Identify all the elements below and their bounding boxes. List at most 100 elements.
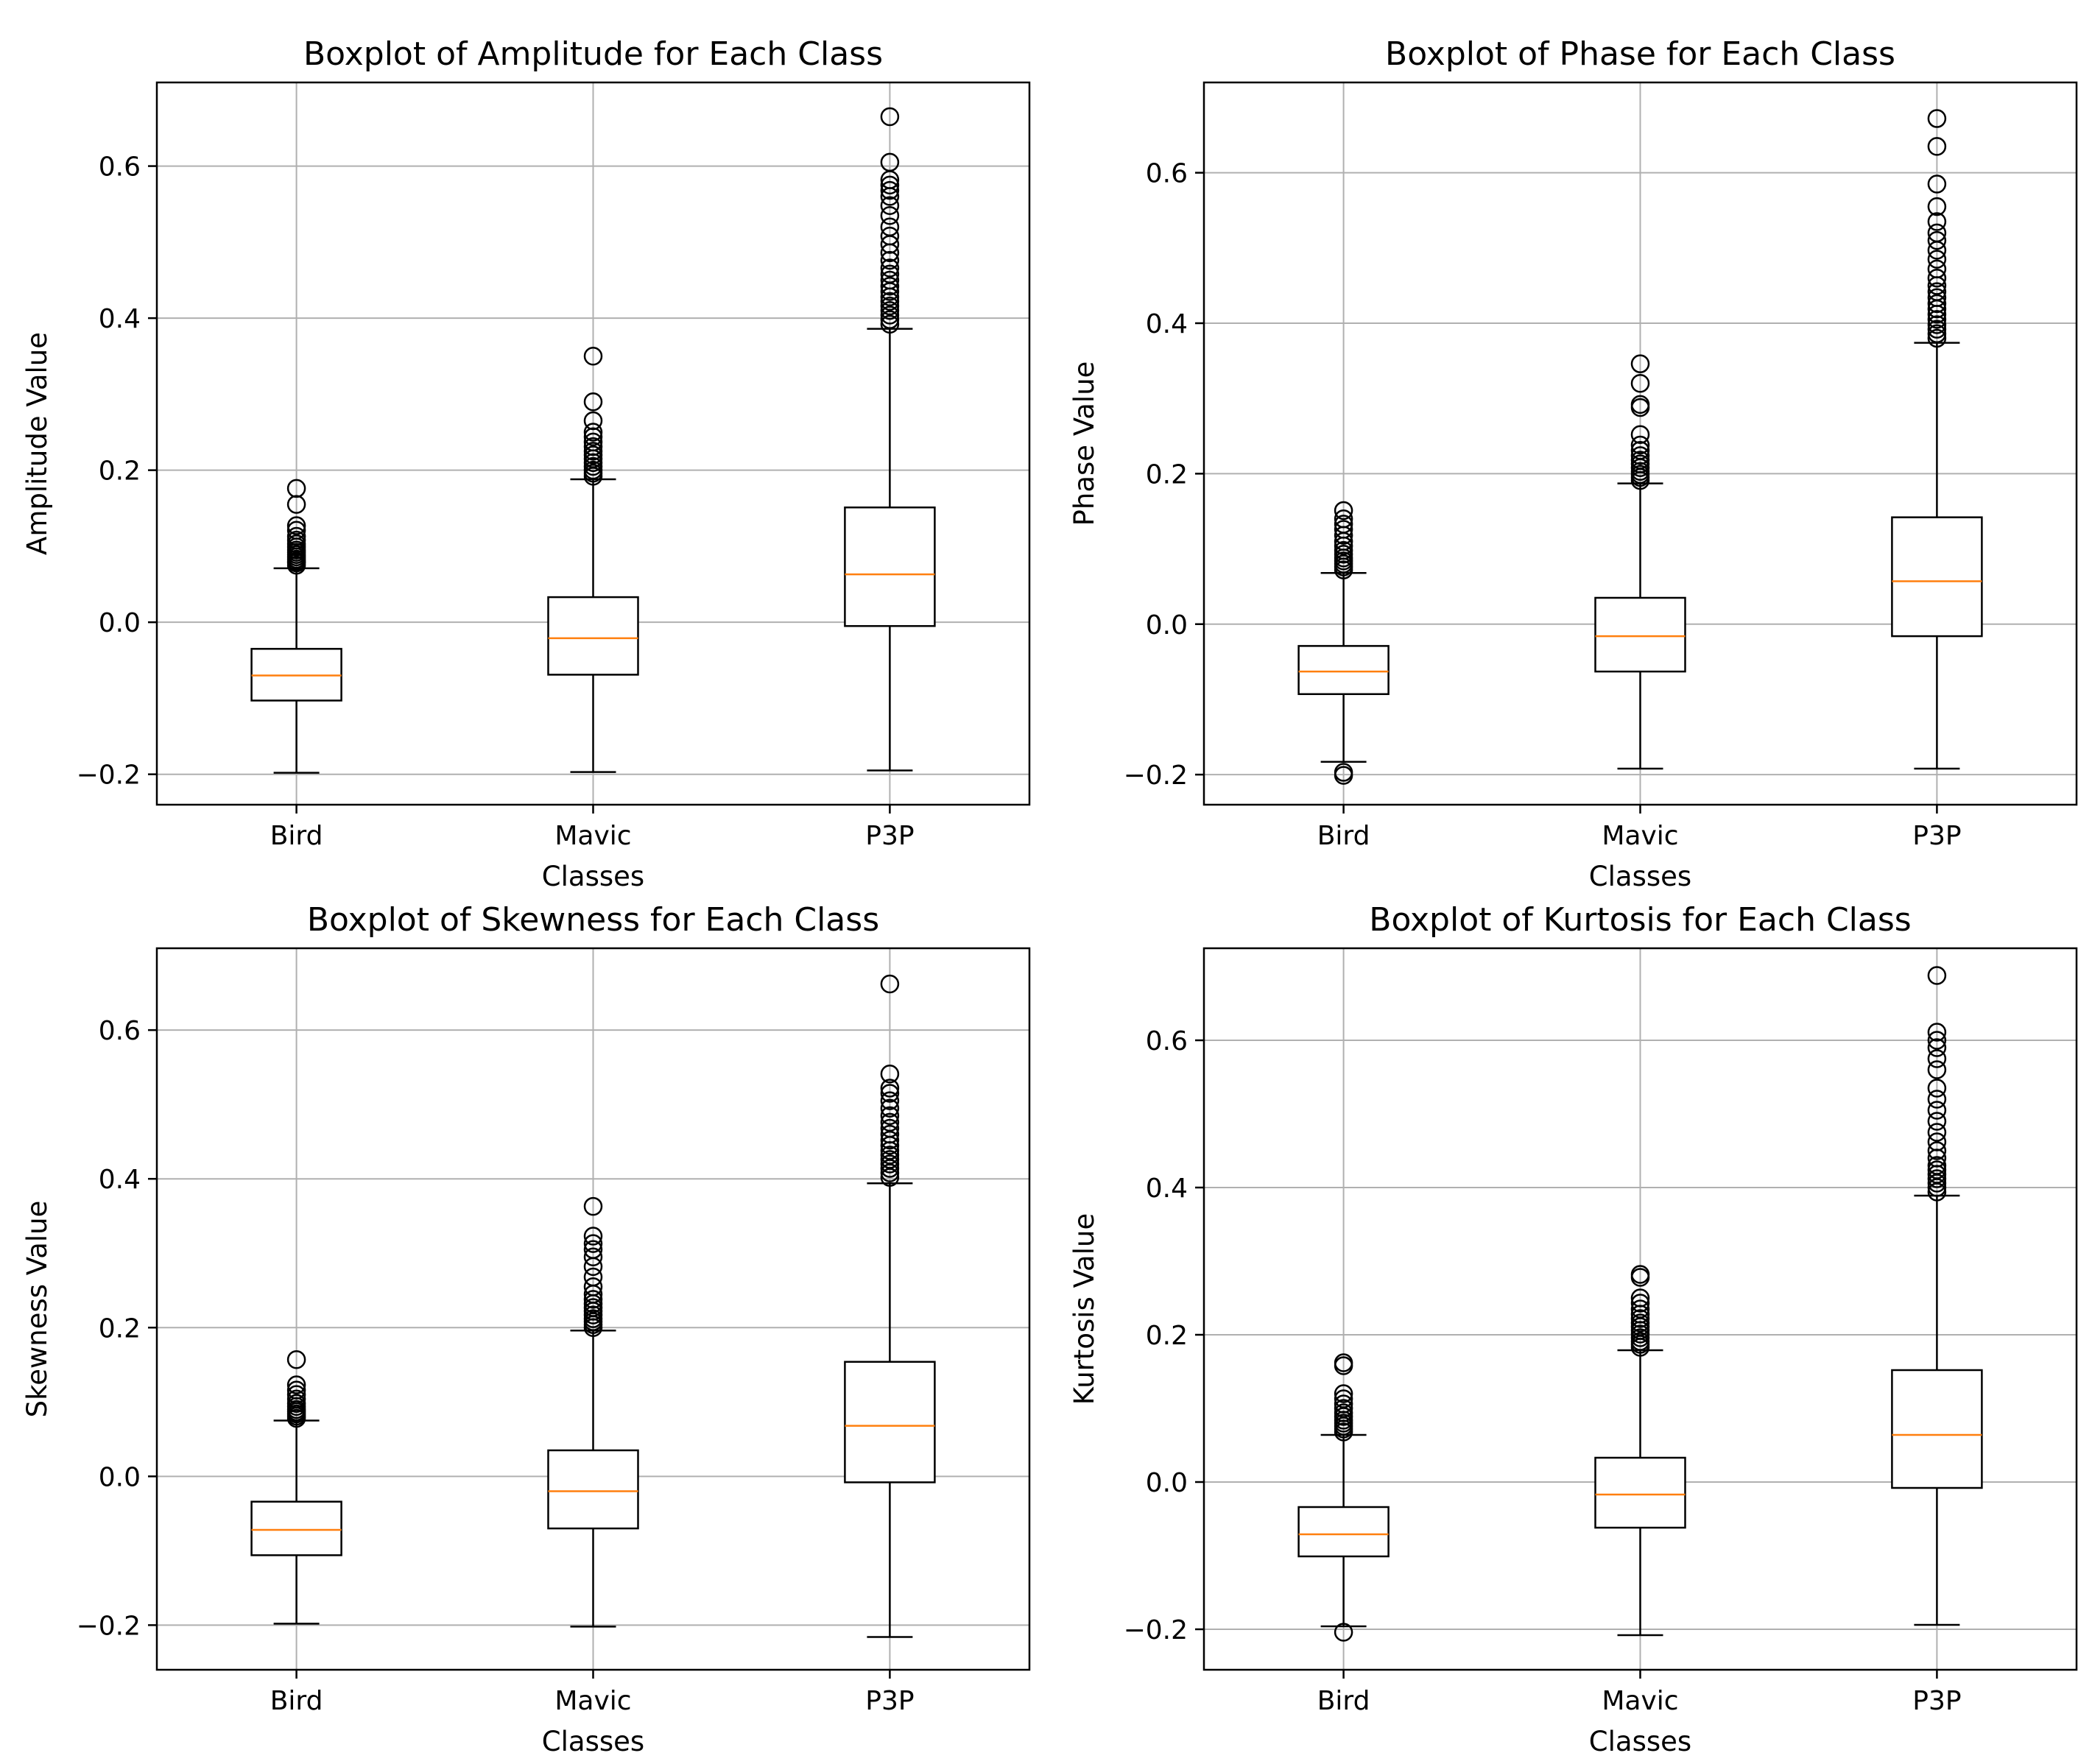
outlier-point — [1630, 425, 1650, 444]
outlier-point — [880, 1118, 900, 1138]
outlier-point — [880, 217, 900, 236]
outlier-point — [1630, 395, 1650, 414]
outlier-point — [1630, 440, 1650, 460]
outlier-point — [1927, 1023, 1947, 1042]
outlier-point — [286, 1380, 306, 1400]
outlier-point — [880, 196, 900, 216]
outlier-point — [1927, 137, 1947, 156]
iqr-box — [1891, 516, 1983, 638]
outlier-point — [880, 1098, 900, 1118]
y-tick-label: 0.2 — [1146, 459, 1188, 490]
x-tick-label-bird: Bird — [270, 1686, 323, 1716]
x-tick-label-p3p: P3P — [1912, 1686, 1961, 1716]
y-axis-label: Amplitude Value — [21, 332, 53, 555]
outlier-point — [583, 1240, 603, 1259]
y-tick-label: 0.6 — [1146, 1026, 1188, 1056]
outlier-point — [1334, 1399, 1353, 1418]
outlier-point — [1630, 1299, 1650, 1319]
box-group-mavic — [1594, 1265, 1686, 1637]
outlier-point — [583, 1290, 603, 1309]
outlier-point — [880, 107, 900, 127]
outlier-point — [1927, 294, 1947, 314]
y-tick-label: −0.2 — [77, 1611, 141, 1641]
x-axis-label: Classes — [1589, 1726, 1691, 1757]
y-tick-label: 0.2 — [1146, 1321, 1188, 1351]
outlier-point — [880, 314, 900, 334]
outlier-point — [880, 1124, 900, 1144]
outlier-point — [880, 1084, 900, 1103]
x-axis-label: Classes — [542, 861, 644, 892]
outlier-point — [1334, 1623, 1353, 1642]
outlier-point — [583, 1267, 603, 1287]
outlier-point — [1927, 197, 1947, 216]
outlier-point — [880, 292, 900, 311]
outlier-point — [880, 306, 900, 325]
outlier-point — [880, 1106, 900, 1126]
outlier-point — [1630, 354, 1650, 373]
outlier-point — [1630, 435, 1650, 455]
outlier-point — [1334, 766, 1353, 785]
iqr-box — [1297, 1506, 1390, 1558]
outlier-point — [1927, 250, 1947, 269]
outlier-point — [1927, 282, 1947, 301]
x-tick-label-p3p: P3P — [865, 1686, 914, 1716]
outlier-point — [286, 516, 306, 535]
outlier-point — [880, 1154, 900, 1174]
y-tick-label: 0.4 — [1146, 1174, 1188, 1204]
outlier-point — [1334, 540, 1353, 560]
y-tick-label: 0.2 — [99, 1313, 141, 1344]
y-tick-label: 0.0 — [99, 1462, 141, 1492]
outlier-point — [880, 1064, 900, 1084]
outlier-point — [583, 442, 603, 461]
outlier-point — [880, 1112, 900, 1132]
outlier-point — [880, 296, 900, 316]
outlier-point — [1630, 446, 1650, 465]
outlier-point — [1630, 1309, 1650, 1328]
outlier-point — [1927, 1038, 1947, 1057]
y-axis-label: Phase Value — [1068, 361, 1100, 526]
outlier-point — [880, 152, 900, 172]
y-axis-label: Kurtosis Value — [1068, 1213, 1100, 1405]
outlier-point — [286, 1394, 306, 1414]
outlier-point — [1927, 1132, 1947, 1151]
x-axis-label: Classes — [1589, 861, 1691, 892]
outlier-point — [1927, 259, 1947, 279]
outlier-point — [1334, 1394, 1353, 1414]
iqr-box — [1594, 1456, 1686, 1529]
outlier-point — [1927, 1112, 1947, 1131]
box-group-bird — [1297, 501, 1390, 785]
outlier-point — [1927, 174, 1947, 194]
outlier-point — [1334, 1389, 1353, 1408]
y-tick-label: 0.0 — [99, 608, 141, 638]
y-tick-label: 0.6 — [1146, 159, 1188, 189]
box-group-p3p — [1891, 109, 1983, 770]
y-tick-label: −0.2 — [1124, 1615, 1188, 1645]
outlier-point — [880, 175, 900, 195]
outlier-point — [1927, 310, 1947, 329]
chart-panel-3: −0.2 0.0 0.2 0.4 0.6 Bird Mavic P3P Boxplot of S… — [21, 901, 1031, 1757]
outlier-point — [1927, 288, 1947, 308]
iqr-box — [844, 1361, 936, 1483]
outlier-point — [583, 427, 603, 446]
outlier-point — [1630, 1288, 1650, 1308]
outlier-point — [1927, 1060, 1947, 1079]
box-group-mavic — [547, 1196, 639, 1628]
chart-title: Boxplot of Kurtosis for Each Class — [1369, 901, 1911, 939]
outlier-point — [880, 1091, 900, 1110]
outlier-point — [880, 301, 900, 320]
outlier-point — [1334, 509, 1353, 529]
x-tick-label-bird: Bird — [1317, 821, 1370, 851]
iqr-box — [250, 1500, 342, 1556]
outlier-point — [1927, 320, 1947, 339]
outlier-point — [583, 411, 603, 431]
outlier-point — [286, 1389, 306, 1408]
x-axis-label: Classes — [542, 1726, 644, 1757]
outlier-point — [1927, 315, 1947, 334]
outlier-point — [880, 264, 900, 283]
y-tick-label: 0.4 — [99, 1165, 141, 1195]
y-tick-label: 0.0 — [1146, 1468, 1188, 1498]
outlier-point — [880, 1146, 900, 1165]
box-group-p3p — [844, 974, 936, 1638]
outlier-point — [1927, 1031, 1947, 1050]
